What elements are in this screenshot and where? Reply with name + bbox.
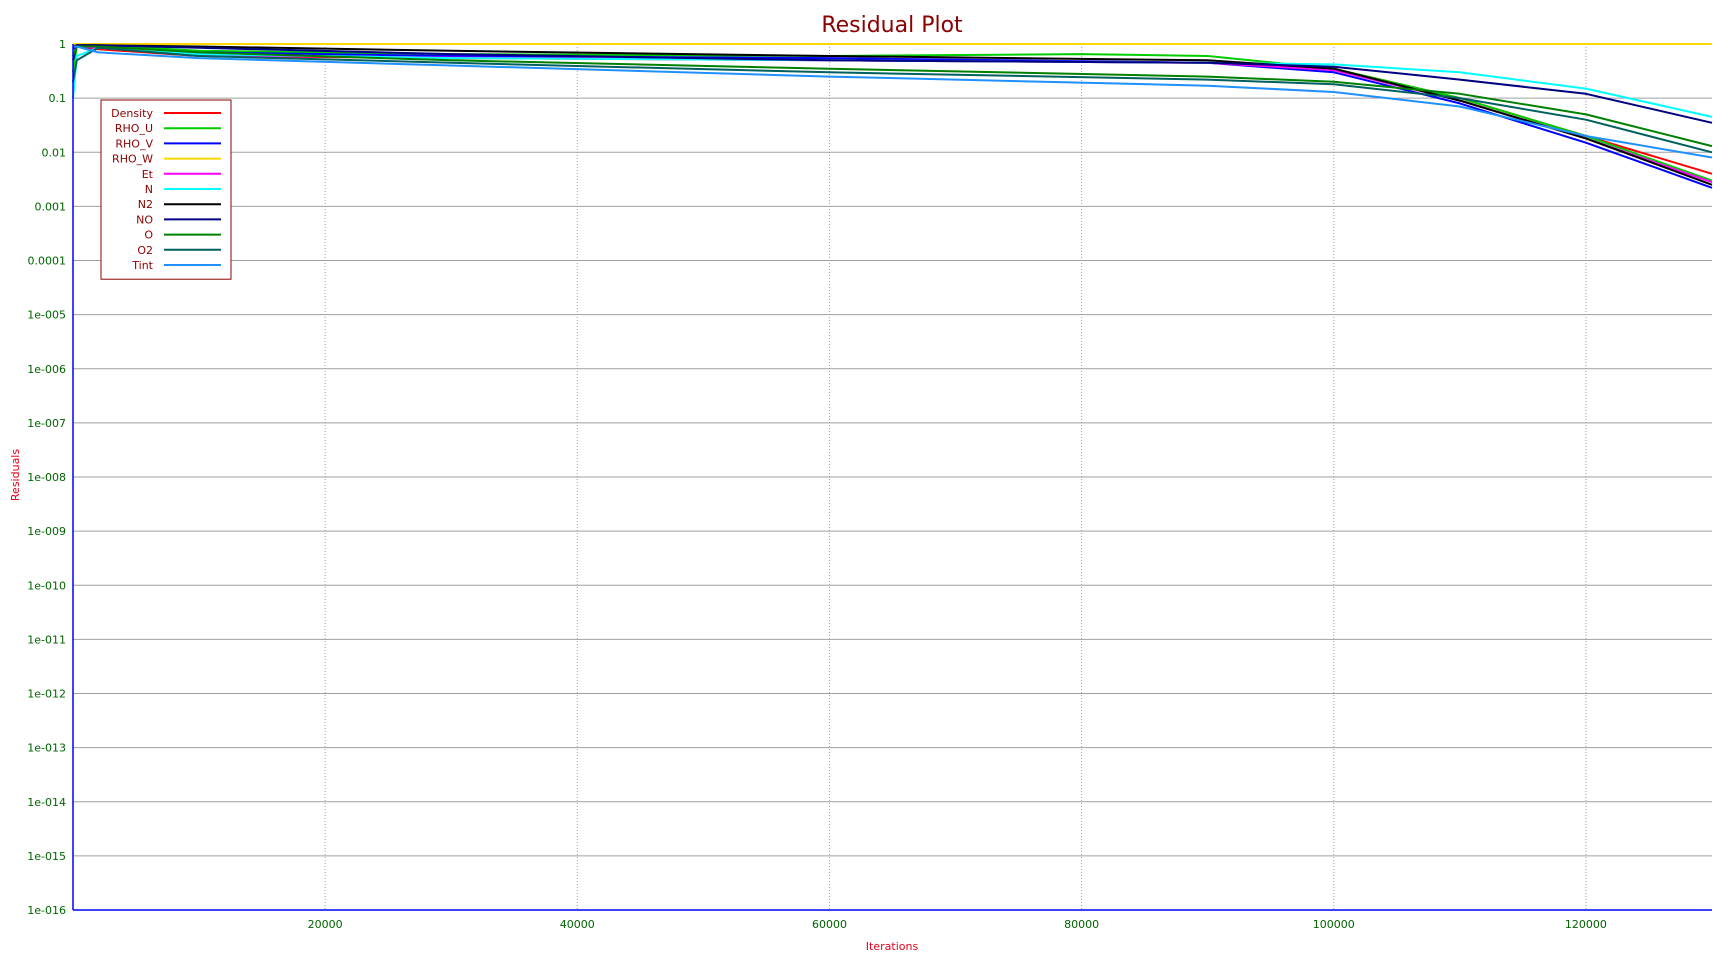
legend-label: NO xyxy=(136,213,153,226)
x-tick-label: 40000 xyxy=(560,918,595,931)
series-line-n2 xyxy=(72,44,1713,186)
series-line-o2 xyxy=(72,46,1713,154)
series-line-rho-v xyxy=(72,45,1713,189)
axes xyxy=(72,44,1712,911)
y-tick-label: 1e-015 xyxy=(27,850,66,863)
legend-label: O2 xyxy=(137,244,153,257)
series-line-et xyxy=(73,45,1713,184)
y-tick-label: 1e-016 xyxy=(27,904,66,917)
y-tick-label: 1e-008 xyxy=(27,471,66,484)
y-tick-label: 1e-012 xyxy=(27,688,66,701)
y-tick-label: 1e-006 xyxy=(27,363,66,376)
y-tick-label: 0.01 xyxy=(42,146,67,159)
legend-label: Density xyxy=(111,107,153,120)
legend-label: RHO_W xyxy=(112,153,153,166)
series-line-tint xyxy=(73,45,1713,159)
y-axis-ticks: 1 0.1 0.01 0.001 0.0001 1e-005 1e-006 1e-007 1e-… xyxy=(27,38,66,917)
x-tick-label: 100000 xyxy=(1313,918,1355,931)
x-tick-label: 80000 xyxy=(1064,918,1099,931)
series-line-rho-u xyxy=(72,44,1713,182)
series-line-o xyxy=(72,45,1713,148)
y-tick-label: 1e-014 xyxy=(27,796,66,809)
legend-label: RHO_U xyxy=(115,122,153,135)
legend-label: Et xyxy=(142,168,154,181)
y-axis-label: Residuals xyxy=(9,449,22,501)
chart-title: Residual Plot xyxy=(821,13,963,38)
series-line-density xyxy=(73,45,1713,175)
series-lines xyxy=(72,43,1713,189)
grid xyxy=(73,43,1712,911)
y-tick-label: 0.1 xyxy=(49,92,67,105)
legend: Density RHO_U RHO_V RHO_W Et N N2 NO O O2 Tint xyxy=(100,99,232,280)
x-tick-label: 120000 xyxy=(1565,918,1607,931)
y-tick-label: 1e-011 xyxy=(27,633,66,646)
y-tick-label: 1e-009 xyxy=(27,525,66,538)
y-tick-label: 1e-007 xyxy=(27,417,66,430)
x-tick-label: 20000 xyxy=(308,918,343,931)
legend-label: RHO_V xyxy=(115,137,153,150)
y-tick-label: 1e-005 xyxy=(27,309,66,322)
legend-label: N2 xyxy=(138,198,153,211)
series-line-no xyxy=(72,44,1713,124)
x-axis-label: Iterations xyxy=(866,940,919,953)
legend-label: N xyxy=(145,183,153,196)
y-tick-label: 1 xyxy=(59,38,66,51)
legend-label: O xyxy=(144,229,153,242)
legend-label: Tint xyxy=(131,259,153,272)
y-tick-label: 0.0001 xyxy=(28,255,67,268)
x-tick-label: 60000 xyxy=(812,918,847,931)
y-tick-label: 0.001 xyxy=(35,200,67,213)
y-tick-label: 1e-013 xyxy=(27,742,66,755)
x-axis-ticks: 20000 40000 60000 80000 100000 120000 xyxy=(308,918,1607,931)
y-tick-label: 1e-010 xyxy=(27,579,66,592)
